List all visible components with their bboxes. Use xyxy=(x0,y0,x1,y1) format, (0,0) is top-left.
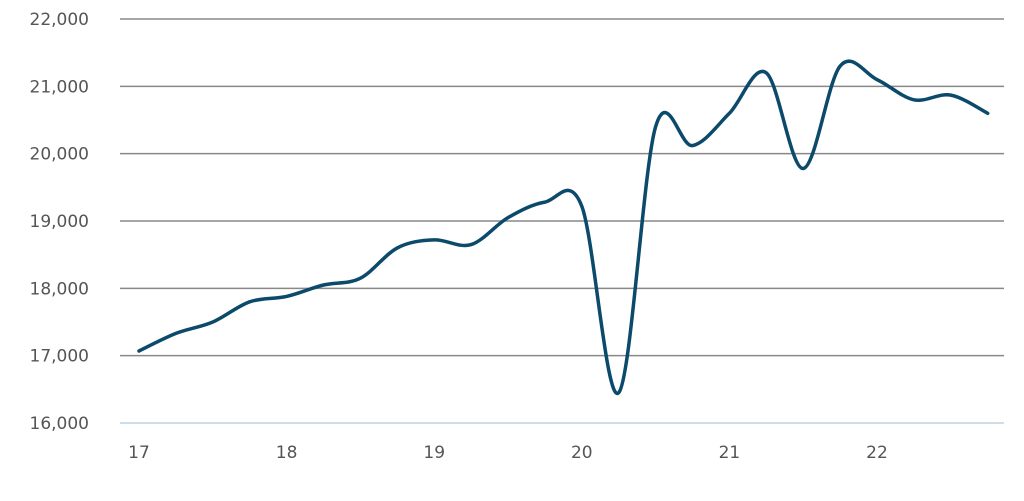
data-point xyxy=(838,64,842,68)
data-point xyxy=(654,125,658,129)
data-point xyxy=(285,294,289,298)
data-point xyxy=(322,283,326,287)
y-tick-label: 16,000 xyxy=(30,414,89,434)
x-tick-label: 19 xyxy=(423,443,445,463)
x-tick-label: 20 xyxy=(571,443,593,463)
y-tick-label: 18,000 xyxy=(30,279,89,299)
data-point xyxy=(137,349,141,353)
x-tick-label: 18 xyxy=(276,443,298,463)
data-point xyxy=(248,300,252,304)
data-point xyxy=(506,216,510,220)
gridlines xyxy=(120,18,1004,424)
x-tick-label: 17 xyxy=(128,443,150,463)
data-point xyxy=(801,167,805,171)
data-point xyxy=(395,246,399,250)
data-point xyxy=(912,98,916,102)
data-point xyxy=(691,144,695,148)
series-group xyxy=(137,59,990,395)
data-point xyxy=(617,391,621,395)
series-line xyxy=(137,59,990,395)
data-point xyxy=(949,93,953,97)
y-axis-tick-labels: 16,000 17,000 18,000 19,000 20,000 21,000 22,0… xyxy=(30,10,89,434)
data-point xyxy=(174,331,178,335)
y-tick-label: 20,000 xyxy=(30,145,89,165)
data-point xyxy=(358,276,362,280)
data-point xyxy=(764,71,768,75)
y-tick-label: 19,000 xyxy=(30,212,89,232)
y-tick-label: 21,000 xyxy=(30,77,89,97)
x-tick-label: 22 xyxy=(866,443,888,463)
data-point xyxy=(543,200,547,204)
data-point xyxy=(432,238,436,242)
data-point xyxy=(580,204,584,208)
x-axis-tick-labels: 17 18 19 20 21 22 xyxy=(128,443,888,463)
data-point xyxy=(211,320,215,324)
y-tick-label: 17,000 xyxy=(30,347,89,367)
data-point xyxy=(469,243,473,247)
data-point xyxy=(986,111,990,115)
x-tick-label: 21 xyxy=(719,443,741,463)
y-tick-label: 22,000 xyxy=(30,10,89,30)
data-point xyxy=(727,111,731,115)
data-point xyxy=(875,78,879,82)
